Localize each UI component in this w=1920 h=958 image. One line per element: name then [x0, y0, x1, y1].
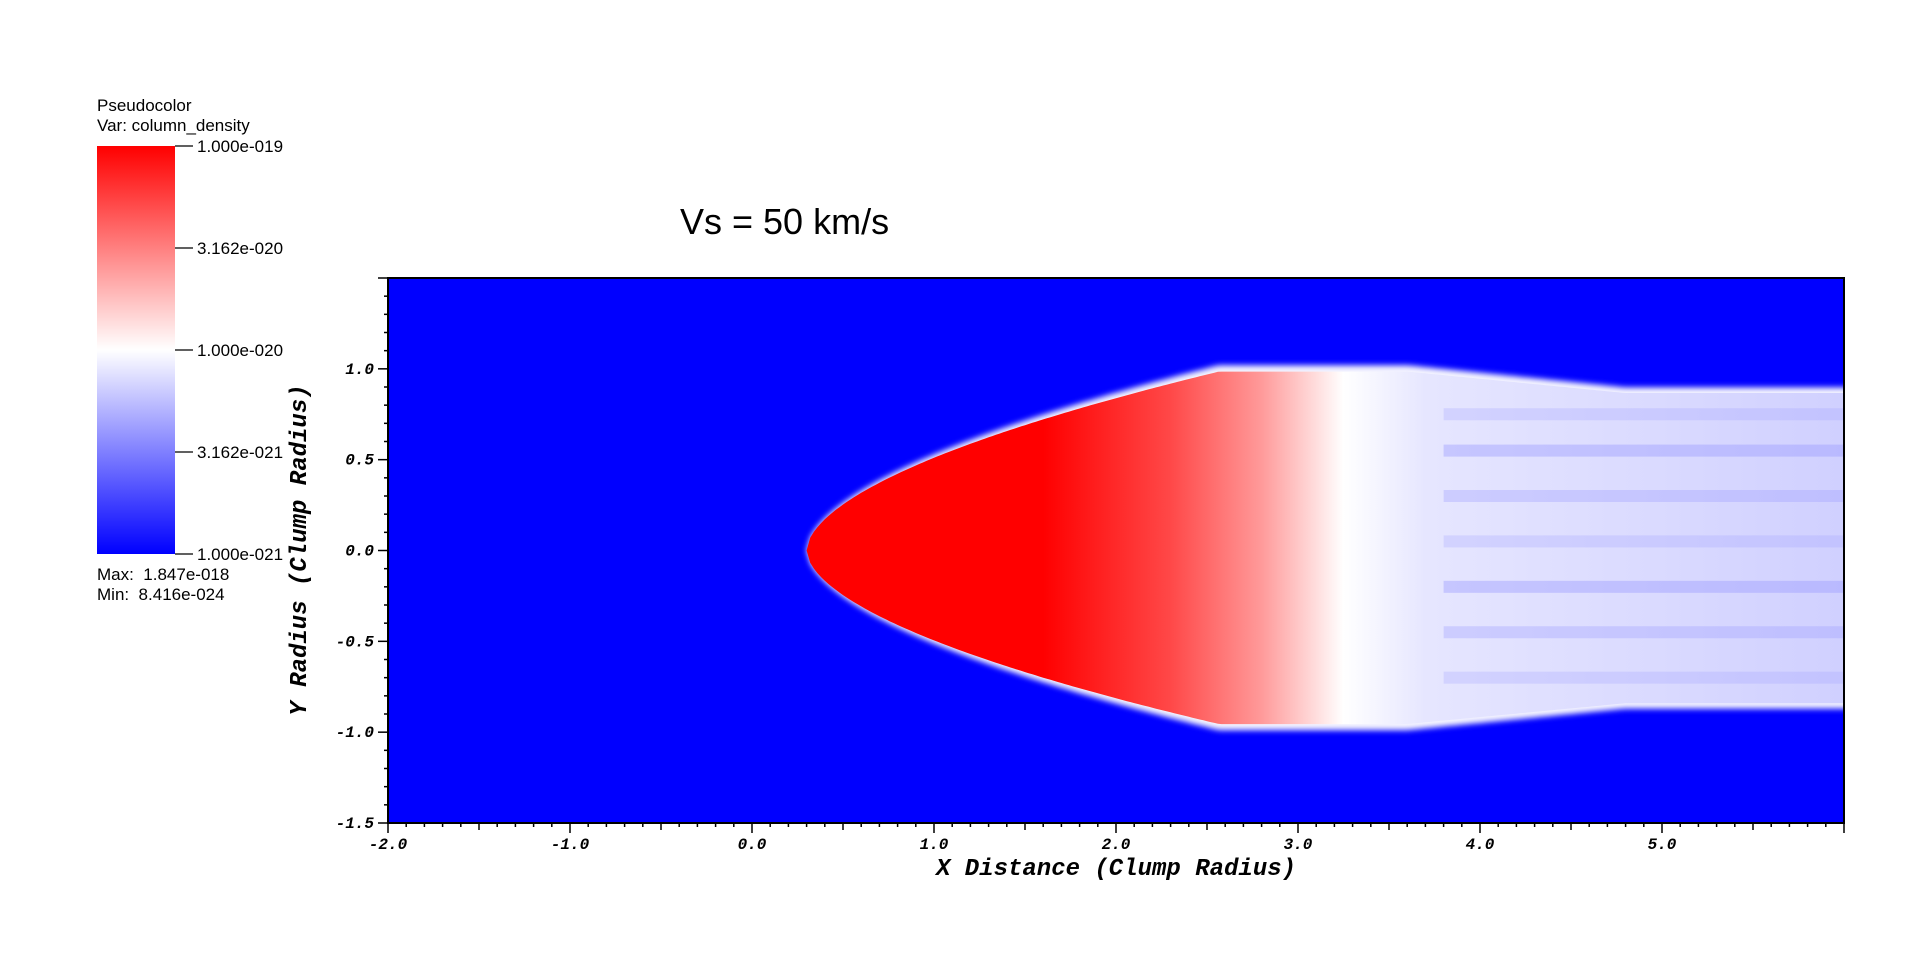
- x-tick-label: 2.0: [1102, 836, 1131, 854]
- y-tick-label: 0.0: [345, 543, 374, 561]
- x-tick-label: 3.0: [1284, 836, 1313, 854]
- colorbar-tick-label: 1.000e-020: [197, 341, 283, 360]
- tail-streak: [1443, 580, 1844, 593]
- colorbar-tick-label: 3.162e-020: [197, 239, 283, 258]
- x-tick-label: 5.0: [1648, 836, 1677, 854]
- colorbar-tick-label: 3.162e-021: [197, 443, 283, 462]
- heatmap-field: [806, 365, 1844, 731]
- x-tick-label: 0.0: [738, 836, 767, 854]
- colorbar-tick-label: 1.000e-021: [197, 545, 283, 564]
- colorbar-variable: Var: column_density: [97, 116, 250, 135]
- y-tick-label: 0.5: [345, 452, 374, 470]
- x-tick-label: 4.0: [1466, 836, 1495, 854]
- x-tick-label: -2.0: [369, 836, 408, 854]
- x-axis-label: X Distance (Clump Radius): [934, 856, 1296, 883]
- x-tick-label: -1.0: [551, 836, 590, 854]
- colorbar-min: Min: 8.416e-024: [97, 585, 225, 604]
- tail-streaks: [1443, 408, 1844, 684]
- y-tick-label: 1.0: [345, 361, 374, 379]
- chart-title: Vs = 50 km/s: [680, 201, 889, 242]
- y-tick-label: -1.0: [336, 724, 375, 742]
- x-axis: -2.0 -1.0 0.0 1.0 2.0 3.0 4.0 5.0: [369, 823, 1845, 854]
- tail-streak: [1443, 490, 1844, 502]
- tail-streak: [1443, 408, 1844, 421]
- y-axis-label: Y Radius (Clump Radius): [287, 384, 314, 715]
- y-tick-label: -0.5: [336, 633, 375, 651]
- tail-streak: [1443, 671, 1844, 684]
- y-axis: -1.5 -1.0 -0.5 0.0 0.5 1.0: [336, 277, 388, 833]
- colorbar-legend: Pseudocolor Var: column_density 1.000e-0…: [97, 96, 283, 604]
- colorbar: [97, 146, 175, 554]
- tail-streak: [1443, 444, 1844, 457]
- tail-streak: [1443, 626, 1844, 639]
- cloud-body: [806, 371, 1844, 725]
- colorbar-title: Pseudocolor: [97, 96, 192, 115]
- tail-streak: [1443, 535, 1844, 548]
- colorbar-ticks: 1.000e-019 3.162e-020 1.000e-020 3.162e-021…: [175, 137, 283, 564]
- x-tick-label: 1.0: [920, 836, 949, 854]
- y-tick-label: -1.5: [336, 815, 375, 833]
- colorbar-tick-label: 1.000e-019: [197, 137, 283, 156]
- colorbar-max: Max: 1.847e-018: [97, 565, 229, 584]
